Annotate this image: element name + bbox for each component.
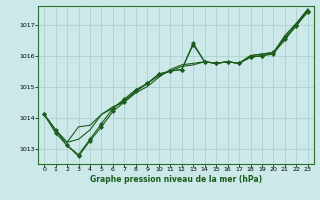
X-axis label: Graphe pression niveau de la mer (hPa): Graphe pression niveau de la mer (hPa): [90, 175, 262, 184]
